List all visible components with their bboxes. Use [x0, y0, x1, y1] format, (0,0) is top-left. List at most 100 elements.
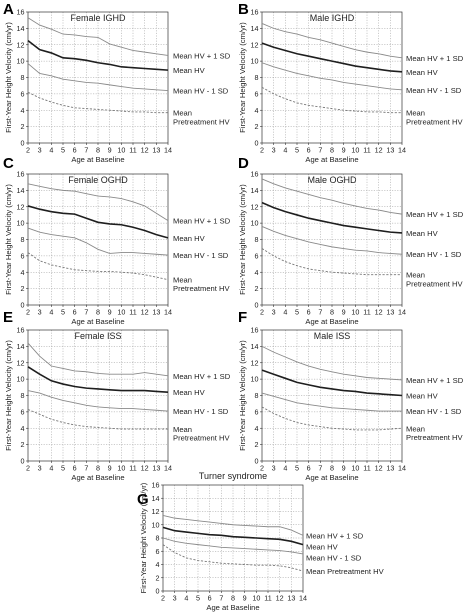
y-tick-label: 4 [255, 268, 259, 277]
y-tick-label: 8 [21, 391, 25, 400]
y-tick-label: 6 [156, 547, 160, 556]
x-tick-label: 13 [152, 464, 160, 473]
x-tick-label: 3 [38, 146, 42, 155]
x-tick-label: 7 [84, 308, 88, 317]
x-tick-label: 4 [49, 146, 53, 155]
x-tick-label: 9 [342, 308, 346, 317]
x-tick-label: 10 [117, 308, 125, 317]
x-tick-label: 9 [243, 594, 247, 603]
x-tick-label: 4 [184, 594, 188, 603]
y-tick-label: 10 [251, 57, 259, 66]
y-tick-label: 6 [255, 89, 259, 98]
x-tick-label: 14 [299, 594, 307, 603]
x-tick-label: 6 [307, 308, 311, 317]
y-axis-label: First-Year Height Velocity (cm/yr) [4, 184, 13, 295]
x-tick-label: 11 [264, 594, 271, 603]
x-tick-label: 7 [318, 308, 322, 317]
x-tick-label: 9 [342, 464, 346, 473]
series-label: Mean HV [173, 234, 206, 243]
y-axis-label: First-Year Height Velocity (cm/yr) [238, 340, 247, 451]
y-tick-label: 14 [251, 24, 259, 33]
y-tick-label: 14 [17, 24, 25, 33]
series-label: Mean HV + 1 SD [406, 210, 464, 219]
x-tick-label: 7 [318, 464, 322, 473]
x-axis-label: Age at Baseline [305, 317, 358, 326]
series-line [27, 409, 168, 430]
panel-letter: G [137, 491, 149, 508]
series-line [261, 42, 403, 73]
x-tick-label: 4 [49, 464, 53, 473]
series-line [162, 544, 304, 572]
y-tick-label: 6 [21, 407, 25, 416]
x-tick-label: 14 [164, 308, 172, 317]
x-tick-label: 6 [73, 308, 77, 317]
series-label: Mean HV - 1 SD [173, 251, 229, 260]
x-tick-label: 3 [38, 464, 42, 473]
y-tick-label: 14 [251, 342, 259, 351]
x-tick-label: 3 [272, 308, 276, 317]
y-tick-label: 16 [251, 326, 259, 335]
x-axis-label: Age at Baseline [71, 473, 124, 482]
series-label: Mean HV - 1 SD [306, 553, 362, 562]
series-label: Mean Pretreatment HV [406, 271, 463, 289]
series-line [261, 225, 403, 255]
y-tick-label: 14 [251, 186, 259, 195]
series-line [261, 392, 402, 412]
x-tick-label: 14 [398, 146, 406, 155]
x-tick-label: 10 [351, 146, 359, 155]
x-tick-label: 9 [108, 464, 112, 473]
series-label: Mean HV - 1 SD [406, 407, 462, 416]
x-tick-label: 8 [330, 464, 334, 473]
series-label: Mean HV [173, 66, 206, 75]
x-tick-label: 5 [61, 464, 65, 473]
x-tick-label: 7 [318, 146, 322, 155]
x-tick-label: 8 [96, 464, 100, 473]
y-tick-label: 4 [255, 424, 259, 433]
x-tick-label: 4 [283, 146, 287, 155]
panel-letter: D [238, 155, 249, 172]
y-tick-label: 4 [156, 560, 160, 569]
x-tick-label: 8 [96, 308, 100, 317]
series-line [27, 91, 168, 114]
x-tick-label: 2 [260, 308, 264, 317]
x-tick-label: 9 [342, 146, 346, 155]
y-tick-label: 2 [21, 284, 25, 293]
y-tick-label: 12 [17, 40, 25, 49]
x-tick-label: 10 [117, 146, 125, 155]
x-tick-label: 14 [164, 146, 172, 155]
x-tick-label: 12 [141, 146, 149, 155]
y-axis-label: First-Year Height Velocity (cm/yr) [238, 22, 247, 133]
y-tick-label: 12 [17, 202, 25, 211]
y-tick-label: 0 [255, 301, 259, 310]
series-line [261, 62, 403, 91]
series-label: Mean HV - 1 SD [173, 87, 229, 96]
series-label: Mean HV + 1 SD [173, 217, 231, 226]
series-label: Mean Pretreatment HV [173, 109, 230, 127]
x-tick-label: 12 [276, 594, 284, 603]
x-tick-label: 4 [49, 308, 53, 317]
series-line [261, 406, 403, 431]
y-tick-label: 6 [255, 407, 259, 416]
y-tick-label: 8 [156, 534, 160, 543]
x-tick-label: 8 [96, 146, 100, 155]
x-tick-label: 3 [272, 464, 276, 473]
x-tick-label: 2 [26, 146, 30, 155]
x-tick-label: 5 [196, 594, 200, 603]
panel-title: Turner syndrome [199, 471, 267, 481]
y-tick-label: 10 [17, 375, 25, 384]
series-line [261, 23, 403, 59]
x-tick-label: 11 [129, 146, 136, 155]
x-tick-label: 10 [252, 594, 260, 603]
y-tick-label: 6 [255, 251, 259, 260]
x-tick-label: 13 [386, 308, 394, 317]
y-axis-label: First-Year Height Velocity (cm/yr) [4, 340, 13, 451]
series-line [261, 345, 403, 381]
panel-letter: E [3, 309, 13, 326]
x-tick-label: 4 [283, 308, 287, 317]
series-line [27, 17, 169, 56]
y-tick-label: 6 [21, 89, 25, 98]
